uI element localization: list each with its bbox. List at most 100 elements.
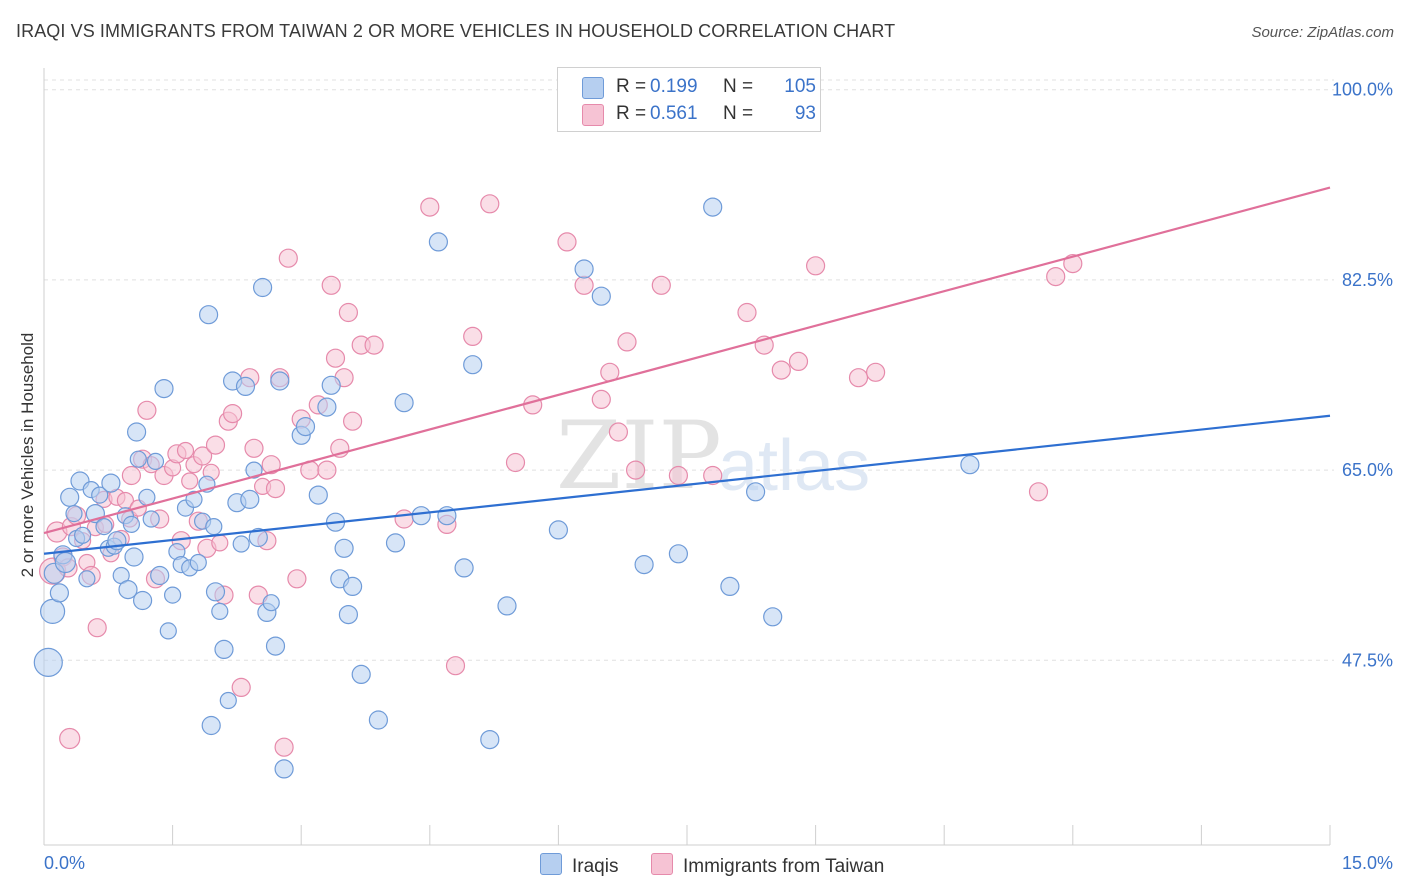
taiwan-point xyxy=(1063,254,1083,274)
iraqi-point xyxy=(454,558,474,578)
bottom-legend-swatch-iraqis xyxy=(540,853,562,875)
source-credit: Source: ZipAtlas.com xyxy=(1251,24,1394,41)
taiwan-point xyxy=(1046,267,1066,287)
iraqi-point xyxy=(214,639,234,660)
taiwan-point xyxy=(87,618,107,638)
taiwan-point xyxy=(420,197,440,217)
taiwan-point xyxy=(574,275,594,295)
iraqi-point xyxy=(411,506,431,526)
taiwan-point xyxy=(181,472,199,490)
iraqi-point xyxy=(185,490,203,508)
iraqi-point xyxy=(270,371,290,391)
iraqi-point xyxy=(54,551,77,574)
iraqi-point xyxy=(201,715,221,736)
taiwan-point xyxy=(338,302,358,323)
chart-title: IRAQI VS IMMIGRANTS FROM TAIWAN 2 OR MOR… xyxy=(16,21,896,41)
y-tick-label: 82.5% xyxy=(1342,270,1393,290)
bottom-legend-taiwan: Immigrants from Taiwan xyxy=(651,853,884,878)
iraqi-point xyxy=(60,487,80,507)
iraqi-point xyxy=(317,397,337,417)
iraqi-point xyxy=(351,664,371,685)
iraqi-point xyxy=(308,485,328,505)
iraqi-point xyxy=(232,535,250,553)
iraqi-point xyxy=(78,570,96,588)
iraqi-point xyxy=(124,547,144,567)
iraqi-point xyxy=(150,565,170,586)
iraqi-point xyxy=(763,607,783,627)
watermark-zip: ZIP xyxy=(556,402,722,511)
taiwan-point xyxy=(137,400,157,420)
taiwan-point xyxy=(865,362,886,382)
iraqi-point xyxy=(118,579,138,600)
taiwan-trend-line xyxy=(43,186,1331,535)
iraqi-point xyxy=(49,583,70,603)
iraqi-point xyxy=(73,526,92,544)
iraqi-point xyxy=(199,305,219,325)
iraqi-point xyxy=(248,527,268,548)
iraqi-point xyxy=(65,504,83,523)
iraqi-trend-line xyxy=(43,414,1331,555)
legend-n-label: N = xyxy=(723,103,754,124)
iraqi-point xyxy=(164,586,182,604)
taiwan-point xyxy=(223,404,243,424)
iraqi-point xyxy=(334,538,354,558)
taiwan-point xyxy=(317,460,337,480)
iraqi-point xyxy=(189,553,207,572)
iraqi-point xyxy=(159,622,177,640)
iraqi-point xyxy=(39,598,66,625)
iraqi-points xyxy=(33,197,980,779)
taiwan-point xyxy=(848,368,869,388)
iraqi-point xyxy=(385,533,406,553)
iraqi-point xyxy=(703,197,723,217)
iraqi-point xyxy=(262,594,280,612)
taiwan-point xyxy=(591,389,611,409)
x-tick-label-max: 15.0% xyxy=(1342,853,1393,873)
iraqi-point xyxy=(33,647,63,678)
taiwan-point xyxy=(231,677,251,698)
iraqi-point xyxy=(368,710,388,730)
watermark: ZIP atlas xyxy=(556,402,870,511)
iraqi-point xyxy=(343,576,363,597)
iraqi-point xyxy=(338,604,358,625)
bottom-legend-label-iraqis: Iraqis xyxy=(572,856,619,877)
iraqi-point xyxy=(321,375,341,395)
taiwan-point xyxy=(617,332,637,352)
iraqi-point xyxy=(394,393,414,413)
taiwan-point xyxy=(176,441,195,460)
taiwan-point xyxy=(703,465,723,486)
taiwan-point xyxy=(625,460,646,480)
iraqi-point xyxy=(91,486,109,504)
iraqi-point xyxy=(211,602,229,621)
taiwan-point xyxy=(668,465,689,486)
y-tick-label: 100.0% xyxy=(1332,80,1393,100)
iraqi-point xyxy=(274,759,294,779)
taiwan-point xyxy=(505,452,526,473)
taiwan-point xyxy=(193,446,213,466)
y-tick-label: 47.5% xyxy=(1342,650,1393,670)
legend-n-value: 105 xyxy=(784,76,816,97)
iraqi-point xyxy=(960,455,980,475)
trend-lines xyxy=(43,186,1331,555)
iraqi-point xyxy=(480,729,500,750)
taiwan-points xyxy=(38,80,1083,757)
legend-r-value: 0.561 xyxy=(650,103,698,124)
taiwan-point xyxy=(343,411,363,431)
iraqi-point xyxy=(235,376,256,396)
iraqi-point xyxy=(497,596,517,616)
gridlines xyxy=(44,79,1334,661)
iraqi-point xyxy=(295,417,316,437)
iraqi-point xyxy=(122,515,140,534)
x-tick-label-min: 0.0% xyxy=(44,853,85,873)
watermark-atlas: atlas xyxy=(718,426,870,506)
taiwan-point xyxy=(523,395,543,415)
iraqi-point xyxy=(133,590,153,611)
iraqi-point xyxy=(146,452,165,470)
taiwan-point xyxy=(244,438,264,458)
iraqi-point xyxy=(219,691,237,710)
legend-n-label: N = xyxy=(723,76,754,97)
iraqi-point xyxy=(720,576,740,597)
taiwan-point xyxy=(364,335,384,355)
iraqi-point xyxy=(240,489,260,509)
iraqi-point xyxy=(101,473,121,493)
bottom-legend-label-taiwan: Immigrants from Taiwan xyxy=(683,856,885,877)
